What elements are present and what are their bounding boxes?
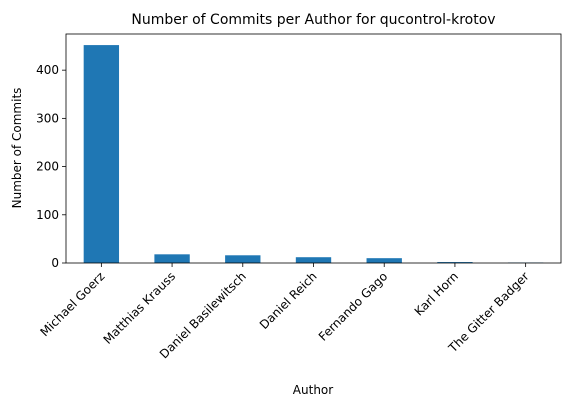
y-tick-label: 400 — [36, 63, 59, 77]
y-axis-label: Number of Commits — [10, 88, 24, 209]
x-tick-label: Karl Horn — [412, 269, 461, 318]
x-tick-label: Daniel Reich — [257, 269, 320, 332]
y-tick-label: 200 — [36, 160, 59, 174]
x-tick-label: Michael Goerz — [37, 269, 107, 339]
bar — [154, 254, 190, 263]
plot-frame — [65, 33, 562, 264]
y-axis: 0 100 200 300 400 — [36, 63, 66, 270]
bar — [437, 262, 473, 263]
y-tick-label: 300 — [36, 111, 59, 125]
bar — [83, 45, 120, 263]
y-tick-label: 100 — [36, 208, 59, 222]
y-tick-label: 0 — [51, 256, 59, 270]
bar — [366, 258, 402, 263]
x-tick-label: Fernando Gago — [316, 269, 390, 343]
x-tick-label: The Gitter Badger — [445, 269, 532, 356]
bar — [295, 257, 332, 263]
chart-title: Number of Commits per Author for qucontr… — [131, 12, 495, 28]
bars-group — [83, 45, 544, 263]
x-tick-label: Matthias Krauss — [101, 269, 179, 347]
x-axis-label: Author — [293, 383, 333, 397]
bar — [225, 255, 261, 263]
